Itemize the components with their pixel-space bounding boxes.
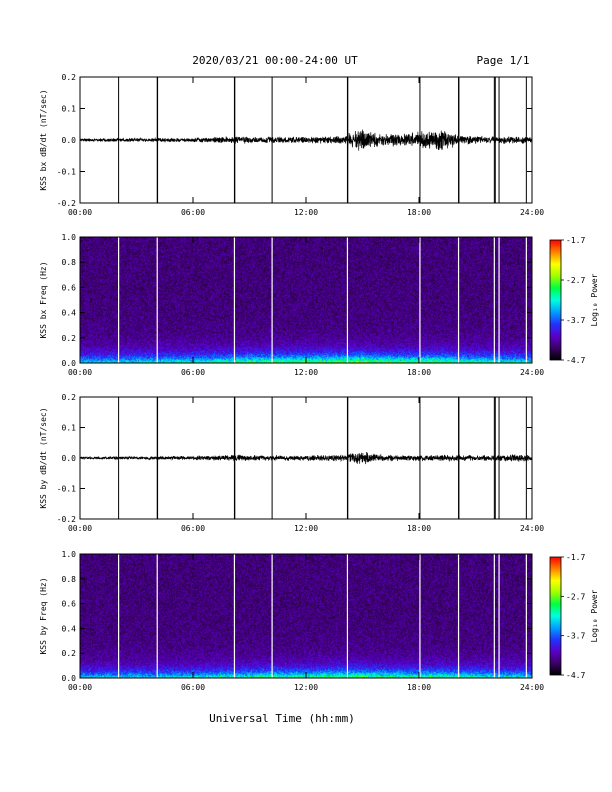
x-tick-label: 12:00 <box>294 683 318 692</box>
colorbar-label: Log₁₀ Power <box>590 589 599 642</box>
y-tick-label: 0.8 <box>62 258 77 267</box>
x-tick-label: 12:00 <box>294 524 318 533</box>
x-tick-label: 06:00 <box>181 683 205 692</box>
x-tick-label: 24:00 <box>520 208 544 217</box>
x-tick-label: 12:00 <box>294 368 318 377</box>
x-tick-label: 18:00 <box>407 368 431 377</box>
x-tick-label: 18:00 <box>407 524 431 533</box>
y-tick-label: 0.1 <box>62 424 77 433</box>
y-tick-label: -0.1 <box>57 168 76 177</box>
dbdt-trace <box>79 451 533 465</box>
y-axis-label: KSS by dB/dt (nT/sec) <box>39 407 48 508</box>
y-tick-label: -0.1 <box>57 485 76 494</box>
y-tick-label: 1.0 <box>62 233 77 242</box>
panel-3: 0.2 0.1 0.0 -0.1 -0.200:00 06:00 12:00 18:00 24:… <box>39 393 544 533</box>
colorbar <box>549 556 562 676</box>
spectrogram-image <box>80 554 532 678</box>
x-tick-label: 00:00 <box>68 524 92 533</box>
y-tick-label: -0.2 <box>57 199 76 208</box>
y-tick-label: 0.0 <box>62 136 77 145</box>
y-tick-label: 0.0 <box>62 454 77 463</box>
y-tick-label: 0.4 <box>62 309 77 318</box>
y-axis-label: KSS by Freq (Hz) <box>39 577 48 654</box>
y-axis-label: KSS bx Freq (Hz) <box>39 261 48 338</box>
colorbar-tick-label: -2.7 <box>566 592 585 601</box>
x-tick-label: 12:00 <box>294 208 318 217</box>
panel-2: -1.7 -2.7 -3.7 -4.7 Log₁₀ Power 1.0 0.8 0.6 0.4 0… <box>39 233 599 377</box>
figure-title: 2020/03/21 00:00-24:00 UT <box>192 54 358 67</box>
x-tick-label: 06:00 <box>181 208 205 217</box>
y-tick-label: 0.2 <box>62 334 77 343</box>
x-tick-label: 06:00 <box>181 524 205 533</box>
x-tick-label: 24:00 <box>520 368 544 377</box>
colorbar-tick-label: -3.7 <box>566 632 585 641</box>
x-tick-label: 18:00 <box>407 683 431 692</box>
colorbar-tick-label: -4.7 <box>566 356 585 365</box>
colorbar-tick-label: -4.7 <box>566 671 585 680</box>
panel-4: -1.7 -2.7 -3.7 -4.7 Log₁₀ Power 1.0 0.8 0.6 0.4 0… <box>39 550 599 692</box>
panels: 0.20.10.0-0.1-0.200:00 06:00 12:00 18:00 24:… <box>39 73 599 692</box>
colorbar-tick-label: -2.7 <box>566 276 585 285</box>
colorbar-tick-label: -1.7 <box>566 236 585 245</box>
x-tick-label: 06:00 <box>181 368 205 377</box>
y-axis-label: KSS bx dB/dt (nT/sec) <box>39 89 48 190</box>
y-tick-label: 0.0 <box>62 674 77 683</box>
y-tick-label: 0.8 <box>62 575 77 584</box>
x-tick-label: 00:00 <box>68 208 92 217</box>
colorbar-tick-label: -3.7 <box>566 316 585 325</box>
y-tick-label: 0.6 <box>62 283 77 292</box>
colorbar-tick-label: -1.7 <box>566 553 585 562</box>
y-tick-label: -0.2 <box>57 515 76 524</box>
x-tick-label: 24:00 <box>520 683 544 692</box>
dbdt-trace <box>79 129 533 151</box>
y-tick-label: 0.2 <box>62 393 77 402</box>
x-tick-label: 24:00 <box>520 524 544 533</box>
y-tick-label: 0.2 <box>62 73 77 82</box>
spectrogram-image <box>80 237 532 363</box>
colorbar <box>549 239 562 361</box>
y-tick-label: 0.1 <box>62 105 77 114</box>
y-tick-label: 1.0 <box>62 550 77 559</box>
page-indicator: Page 1/1 <box>477 54 530 67</box>
panel-1: 0.2 0.1 0.0 -0.1 -0.200:00 06:00 12:00 18:00 24:… <box>39 73 544 217</box>
x-tick-label: 00:00 <box>68 368 92 377</box>
x-tick-label: 00:00 <box>68 683 92 692</box>
colorbar-label: Log₁₀ Power <box>590 273 599 326</box>
y-tick-label: 0.6 <box>62 600 77 609</box>
y-tick-label: 0.2 <box>62 649 77 658</box>
y-tick-label: 0.4 <box>62 624 77 633</box>
x-axis-title: Universal Time (hh:mm) <box>209 712 355 725</box>
x-tick-label: 18:00 <box>407 208 431 217</box>
y-tick-label: 0.0 <box>62 359 77 368</box>
